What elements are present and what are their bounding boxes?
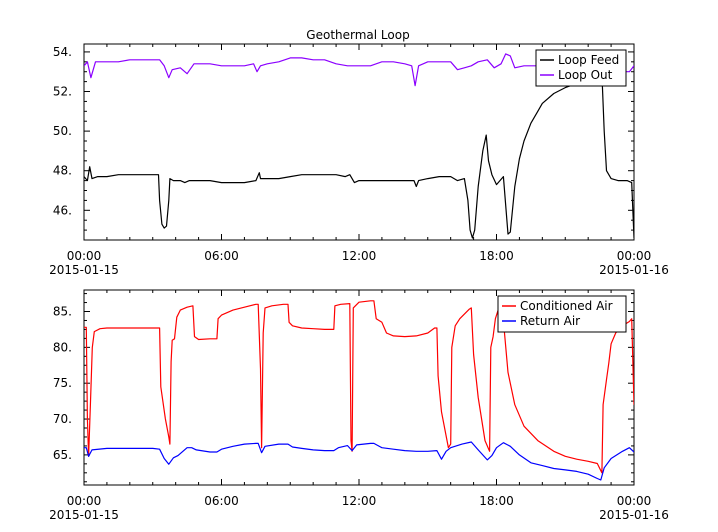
y-tick-label: 65. bbox=[53, 448, 72, 462]
x-tick-label: 18:00 bbox=[479, 249, 514, 263]
x-tick-label: 00:00 bbox=[617, 494, 652, 508]
legend-label: Loop Out bbox=[558, 68, 613, 82]
legend-label: Return Air bbox=[520, 314, 580, 328]
x-date-label: 2015-01-15 bbox=[49, 508, 119, 522]
x-tick-label: 06:00 bbox=[204, 494, 239, 508]
x-tick-label: 00:00 bbox=[67, 494, 102, 508]
y-tick-label: 85. bbox=[53, 305, 72, 319]
y-tick-label: 52. bbox=[53, 85, 72, 99]
x-tick-label: 12:00 bbox=[342, 494, 377, 508]
y-tick-label: 54. bbox=[53, 45, 72, 59]
legend-label: Conditioned Air bbox=[520, 299, 613, 313]
x-date-label: 2015-01-15 bbox=[49, 263, 119, 277]
y-tick-label: 46. bbox=[53, 203, 72, 217]
legend-box bbox=[535, 49, 627, 87]
x-tick-label: 00:00 bbox=[67, 249, 102, 263]
y-tick-label: 48. bbox=[53, 164, 72, 178]
series-line-loop-feed bbox=[84, 73, 634, 239]
x-date-label: 2015-01-16 bbox=[599, 263, 669, 277]
legend-box bbox=[497, 295, 627, 333]
legend-label: Loop Feed bbox=[558, 53, 619, 67]
x-tick-label: 06:00 bbox=[204, 249, 239, 263]
chart-1-title: Geothermal Loop bbox=[306, 28, 409, 42]
y-tick-label: 80. bbox=[53, 340, 72, 354]
x-tick-label: 12:00 bbox=[342, 249, 377, 263]
series-line-conditioned-air bbox=[84, 300, 634, 474]
x-date-label: 2015-01-16 bbox=[599, 508, 669, 522]
x-tick-label: 00:00 bbox=[617, 249, 652, 263]
series-line-return-air bbox=[84, 441, 634, 481]
y-tick-label: 50. bbox=[53, 124, 72, 138]
y-tick-label: 75. bbox=[53, 376, 72, 390]
x-tick-label: 18:00 bbox=[479, 494, 514, 508]
y-tick-label: 70. bbox=[53, 412, 72, 426]
